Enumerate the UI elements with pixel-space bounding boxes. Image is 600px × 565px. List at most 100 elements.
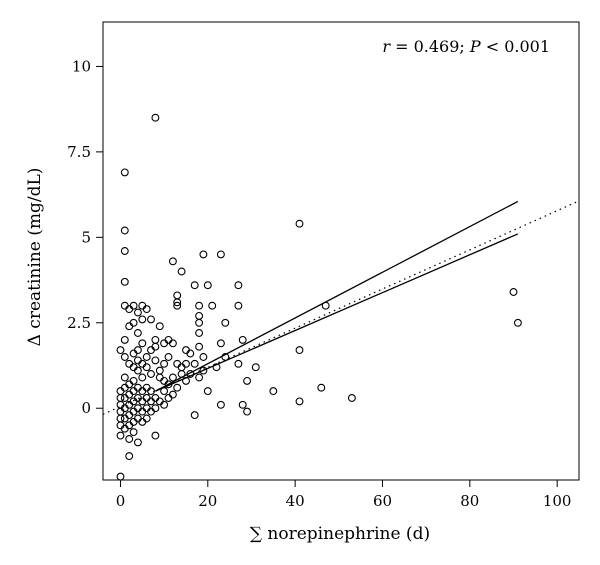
data-point <box>199 353 208 361</box>
data-point <box>116 472 125 481</box>
data-point <box>151 394 160 402</box>
data-point <box>195 311 204 320</box>
data-point <box>168 373 177 382</box>
data-point <box>173 298 182 307</box>
r-symbol: r <box>382 37 391 56</box>
data-point <box>142 363 151 372</box>
data-point <box>243 376 252 385</box>
data-point <box>173 359 182 368</box>
data-point <box>125 380 134 389</box>
data-point <box>509 288 518 296</box>
data-point <box>199 366 208 375</box>
confidence-band-upper <box>155 200 519 392</box>
y-tick-label: 7.5 <box>67 143 91 161</box>
data-point <box>138 397 147 406</box>
data-point <box>177 363 186 372</box>
data-point <box>129 376 138 385</box>
data-point <box>160 376 169 385</box>
data-point <box>160 359 169 368</box>
data-point <box>251 363 260 372</box>
data-point <box>234 359 243 368</box>
data-point <box>151 431 160 440</box>
data-point <box>120 373 129 382</box>
x-tick-label: 100 <box>543 492 572 510</box>
plot-frame <box>102 21 580 481</box>
data-point <box>120 226 129 235</box>
data-point <box>129 363 138 372</box>
data-point <box>142 414 151 423</box>
data-point <box>195 373 204 382</box>
y-axis-title: Δ creatinine (mg/dL) <box>25 168 45 347</box>
data-point <box>190 411 199 420</box>
data-point <box>195 342 204 351</box>
data-point <box>295 346 304 355</box>
y-tick-label: 5 <box>81 228 91 246</box>
x-axis-title: ∑ norepinephrine (d) <box>250 524 430 544</box>
data-point <box>120 335 129 344</box>
data-point <box>173 383 182 392</box>
data-point <box>168 390 177 399</box>
data-point <box>125 421 134 430</box>
data-point <box>164 335 173 344</box>
data-point <box>133 438 142 447</box>
data-point <box>138 417 147 426</box>
data-point <box>129 428 138 437</box>
data-point <box>125 322 134 331</box>
data-point <box>164 353 173 361</box>
data-point <box>138 373 147 382</box>
y-tick-label: 10 <box>72 57 91 75</box>
data-point <box>160 400 169 409</box>
y-tick-label: 2.5 <box>67 314 91 332</box>
correlation-annotation: r = 0.469; P < 0.001 <box>382 37 550 56</box>
data-point <box>221 318 230 327</box>
data-point <box>168 257 177 266</box>
data-point <box>133 356 142 365</box>
regression-line <box>103 200 579 415</box>
data-point <box>195 318 204 327</box>
data-point <box>295 219 304 228</box>
data-point <box>295 397 304 406</box>
data-point <box>203 387 212 396</box>
data-point <box>138 359 147 368</box>
p-symbol: P <box>469 37 481 56</box>
data-point <box>208 301 217 310</box>
data-point <box>347 394 356 402</box>
data-point <box>190 281 199 290</box>
data-point <box>120 414 129 423</box>
y-tick-label: 0 <box>81 399 91 417</box>
x-tick-label: 80 <box>460 492 479 510</box>
data-point <box>142 353 151 361</box>
data-point <box>151 404 160 413</box>
data-point <box>138 301 147 310</box>
data-point <box>234 281 243 290</box>
data-point <box>120 247 129 255</box>
data-point <box>317 383 326 392</box>
data-point <box>120 168 129 177</box>
data-point <box>125 390 134 399</box>
data-point <box>182 359 190 368</box>
p-value: < 0.001 <box>481 37 550 56</box>
data-point <box>125 452 134 461</box>
data-point <box>216 250 225 259</box>
data-point <box>147 370 155 378</box>
data-point <box>129 318 138 327</box>
x-axis: 0 20 40 60 80 100 <box>116 480 572 510</box>
data-point <box>168 339 177 348</box>
data-point <box>133 308 142 317</box>
data-point <box>138 407 147 416</box>
data-point <box>173 291 182 300</box>
data-point <box>151 356 160 365</box>
data-point <box>151 113 160 122</box>
data-point <box>129 301 138 310</box>
data-point <box>177 267 186 276</box>
data-point <box>125 305 134 314</box>
data-point <box>125 359 134 368</box>
x-tick-label: 60 <box>373 492 392 510</box>
data-point <box>147 346 155 355</box>
data-point <box>138 315 147 324</box>
data-point <box>513 318 522 327</box>
data-point <box>116 346 125 355</box>
x-tick-label: 40 <box>286 492 305 510</box>
y-axis: 0 2.5 5 7.5 10 <box>67 57 103 417</box>
